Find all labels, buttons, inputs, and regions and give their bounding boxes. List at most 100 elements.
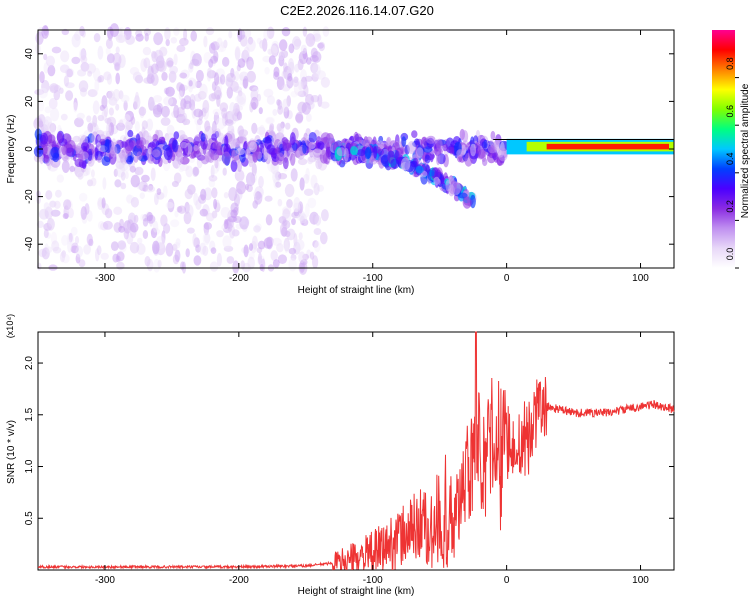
heatmap-cell: [305, 203, 310, 218]
heatmap-cell: [356, 149, 366, 157]
heatmap-cell: [123, 228, 129, 240]
heatmap-cell: [270, 43, 279, 57]
heatmap-cell: [61, 160, 70, 173]
heatmap-cell: [223, 219, 229, 230]
snr-x-label: Height of straight line (km): [298, 586, 415, 597]
heatmap-cell: [320, 132, 331, 143]
heatmap-cell: [273, 66, 280, 78]
heatmap-cell: [251, 162, 257, 177]
heatmap-cell: [330, 140, 337, 151]
heatmap-cell: [38, 100, 45, 112]
heatmap-cell: [183, 28, 188, 41]
heatmap-cell: [286, 95, 292, 107]
heatmap-cell: [115, 160, 125, 170]
heatmap-cell: [235, 148, 246, 156]
heatmap-cell: [293, 197, 301, 210]
heatmap-cell: [163, 185, 168, 198]
heatmap-cell: [123, 100, 128, 111]
heatmap-cell: [112, 89, 121, 102]
heatmap-cell: [106, 90, 113, 99]
heatmap-cell: [193, 144, 199, 152]
heatmap-cell: [80, 61, 90, 72]
heatmap-cell: [228, 187, 238, 202]
heatmap-cell: [456, 149, 464, 158]
heatmap-cell: [257, 240, 266, 250]
heatmap-cell: [53, 84, 61, 92]
heatmap-cell: [168, 70, 177, 83]
heatmap-cell: [87, 122, 94, 133]
heatmap-cell: [493, 152, 499, 163]
heatmap-cell: [446, 146, 456, 153]
heatmap-cell: [176, 206, 183, 213]
heatmap-cell: [113, 168, 118, 177]
heatmap-cell: [283, 106, 290, 119]
heatmap-cell: [219, 102, 229, 112]
heatmap-cell: [364, 147, 371, 160]
heatmap-cell: [313, 228, 322, 235]
heatmap-cell: [283, 237, 290, 252]
heatmap-cell: [87, 70, 93, 77]
heatmap-cell: [199, 83, 208, 97]
heatmap-cell: [178, 90, 183, 101]
heatmap-cell: [209, 42, 216, 54]
heatmap-cell: [236, 181, 246, 195]
heatmap-cell: [462, 196, 472, 209]
heatmap-cell: [166, 60, 174, 67]
x-tick-label: 100: [632, 575, 649, 586]
heatmap-cell: [173, 172, 182, 184]
heatmap-cell: [305, 167, 310, 181]
heatmap-cell: [236, 111, 243, 121]
heatmap-cell: [107, 90, 116, 101]
heatmap-cell: [245, 172, 256, 187]
heatmap-cell: [215, 117, 226, 130]
heatmap-cell: [264, 136, 272, 150]
heatmap-cell: [216, 252, 222, 267]
heatmap-cell: [311, 73, 319, 82]
colorbar-tick-label: 0.0: [725, 248, 735, 261]
heatmap-cell: [65, 90, 74, 101]
heatmap-cell: [237, 58, 246, 68]
heatmap-cell: [288, 258, 297, 272]
heatmap-cell: [297, 201, 304, 214]
heatmap-cell: [282, 98, 289, 112]
heatmap-cell: [97, 156, 102, 163]
heatmap-cell: [487, 145, 497, 154]
heatmap-cell: [204, 120, 211, 132]
spectrogram-y-ticks: -40 -20 0 20 40: [24, 48, 674, 251]
heatmap-cell: [304, 75, 313, 82]
heatmap-cell: [272, 259, 280, 268]
heatmap-cell: [211, 210, 218, 219]
heatmap-cell: [259, 124, 265, 138]
heatmap-cell: [144, 256, 151, 267]
heatmap-cell: [146, 118, 154, 131]
heatmap-cell: [204, 232, 211, 244]
heatmap-cell: [211, 187, 218, 199]
spectrogram-x-ticks: -300 -200 -100 0 100: [95, 30, 649, 284]
heatmap-cell: [193, 255, 202, 266]
heatmap-cell: [113, 206, 123, 215]
heatmap-cell: [149, 97, 155, 110]
heatmap-cell: [104, 208, 113, 219]
heatmap-cell: [293, 208, 300, 217]
heatmap-cell: [315, 159, 323, 170]
heatmap-cell: [265, 214, 273, 226]
heatmap-cell: [292, 36, 301, 50]
y-tick-label: 1.0: [24, 459, 35, 473]
heatmap-cell: [322, 26, 330, 37]
heatmap-cell: [148, 183, 154, 191]
heatmap-cell: [137, 237, 143, 245]
y-tick-label: 2.0: [24, 356, 35, 370]
heatmap-cell: [45, 190, 53, 200]
x-tick-label: -100: [363, 273, 383, 284]
heatmap-cell: [302, 253, 309, 261]
heatmap-cell: [206, 70, 217, 79]
heatmap-cell: [469, 194, 476, 209]
colorbar-tick-label: 0.6: [725, 105, 735, 118]
heatmap-cell: [55, 189, 62, 198]
heatmap-cell: [200, 188, 207, 201]
heatmap-cell: [226, 256, 235, 264]
heatmap-cell: [116, 261, 125, 270]
heatmap-cell: [130, 174, 140, 188]
heatmap-cell: [249, 141, 258, 153]
heatmap-cell: [235, 141, 240, 148]
